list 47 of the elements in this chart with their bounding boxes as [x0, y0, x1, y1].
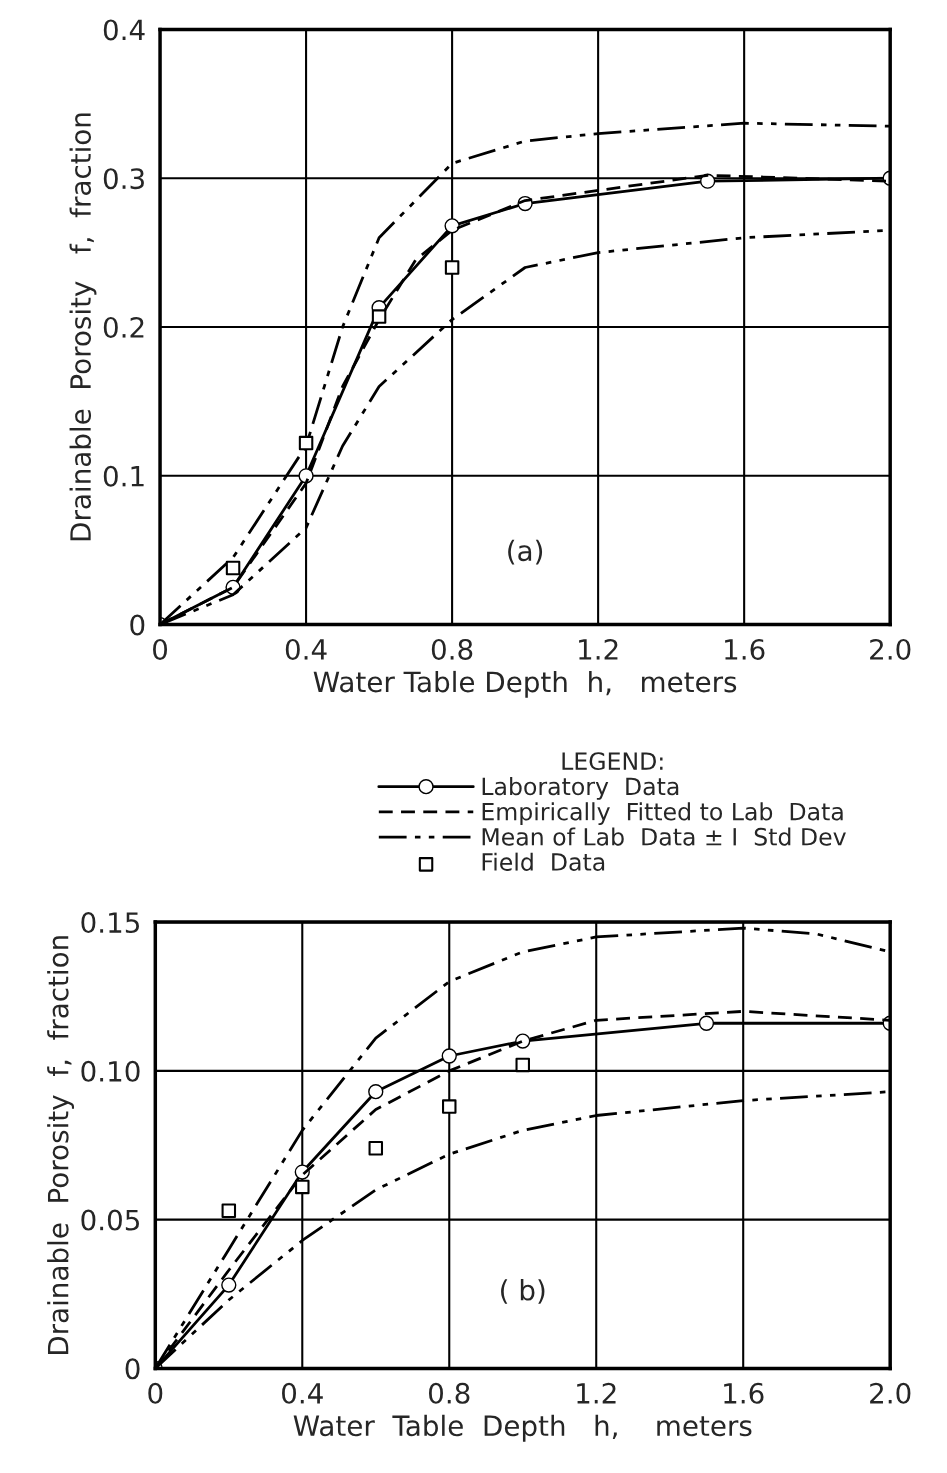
- legend-label: Field Data: [482, 852, 605, 871]
- x-tick-label: 0.4: [285, 638, 327, 660]
- y-tick-label: 0.3: [103, 168, 144, 190]
- point: [441, 1048, 457, 1064]
- x-tick-label: 1.6: [724, 1382, 764, 1404]
- x-tick-label: 0: [153, 638, 168, 660]
- y-tick-label: 0.2: [103, 316, 144, 338]
- y-tick-label: 0.1: [103, 465, 144, 487]
- point: [295, 1179, 310, 1195]
- legend-title: LEGEND:: [562, 752, 663, 771]
- y-tick-label: 0.10: [81, 1060, 140, 1082]
- point: [368, 1140, 384, 1156]
- x-tick-label: 0.8: [431, 638, 473, 660]
- y-tick-label: 0: [125, 1358, 140, 1380]
- x-tick-label: 0.4: [282, 1382, 323, 1404]
- x-tick-label: 1.6: [725, 638, 765, 660]
- point: [444, 218, 460, 234]
- point: [371, 309, 387, 324]
- y-tick-label: 0.05: [81, 1209, 139, 1231]
- point: [225, 560, 241, 576]
- point: [298, 435, 314, 451]
- x-tick-label: 0: [148, 1382, 163, 1404]
- x-tick-label: 1.2: [577, 1382, 616, 1404]
- y-tick-label: 0.4: [103, 19, 145, 41]
- annotation: ( b): [501, 1279, 545, 1304]
- point: [700, 173, 716, 189]
- point: [221, 1277, 237, 1293]
- y-tick-label: 0.15: [81, 912, 139, 934]
- x-tick-label: 2.0: [870, 1382, 911, 1404]
- point: [515, 1057, 530, 1073]
- x-tick-label: 1.2: [579, 638, 618, 660]
- x-axis-title: Water Table Depth h, meters: [293, 1414, 752, 1442]
- x-axis-title: Water Table Depth h, meters: [313, 670, 737, 698]
- point: [444, 260, 460, 275]
- y-axis-title: Drainable Porosity f, fraction: [47, 936, 75, 1354]
- point: [368, 1084, 384, 1100]
- y-axis-title: Drainable Porosity f, fraction: [69, 113, 97, 541]
- point: [442, 1099, 457, 1114]
- annotation: (a): [508, 539, 543, 565]
- point: [698, 1015, 715, 1031]
- legend-label: Mean of Lab Data ± I Std Dev: [482, 827, 846, 846]
- point: [221, 1203, 237, 1218]
- y-tick-label: 0: [130, 614, 145, 636]
- legend-label: Laboratory Data: [482, 777, 679, 800]
- x-tick-label: 0.8: [429, 1382, 470, 1404]
- legend-label: Empirically Fitted to Lab Data: [482, 802, 843, 826]
- x-tick-label: 2.0: [870, 638, 911, 660]
